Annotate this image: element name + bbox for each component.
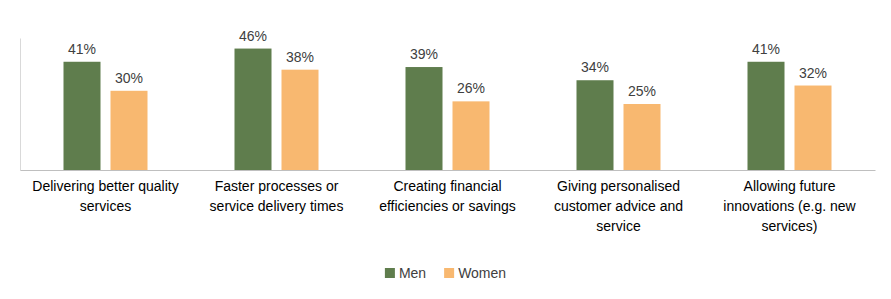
chart: 41% 46% 39% 34% 41% 30% 38% 26% 25% 32% Delivering… bbox=[0, 0, 891, 299]
bar bbox=[111, 91, 148, 170]
data-label: 41% bbox=[68, 41, 96, 57]
x-tick: Giving personalisedcustomer advice andse… bbox=[554, 170, 683, 234]
bar bbox=[795, 86, 832, 170]
bar bbox=[235, 49, 272, 170]
x-tick: Creating financialefficiencies or saving… bbox=[379, 170, 516, 214]
legend-item: Men bbox=[385, 265, 426, 281]
bar bbox=[406, 67, 443, 170]
x-tick-label: Allowing futureinnovations (e.g. newserv… bbox=[723, 178, 856, 234]
legend-item: Women bbox=[444, 265, 506, 281]
data-label: 38% bbox=[286, 49, 314, 65]
bar bbox=[748, 62, 785, 170]
x-axis-line bbox=[21, 170, 876, 171]
data-label: 46% bbox=[239, 28, 267, 44]
x-tick: Allowing futureinnovations (e.g. newserv… bbox=[723, 170, 856, 234]
bar bbox=[64, 62, 101, 170]
data-label: 32% bbox=[799, 65, 827, 81]
x-tick-label: Giving personalisedcustomer advice andse… bbox=[554, 178, 683, 234]
x-tick: Faster processes orservice delivery time… bbox=[210, 170, 344, 214]
data-label: 34% bbox=[581, 59, 609, 75]
plot: 41% 46% 39% 34% 41% 30% 38% 26% 25% 32% Delivering… bbox=[21, 28, 876, 234]
legend: Men Women bbox=[385, 265, 506, 281]
data-label: 39% bbox=[410, 46, 438, 62]
legend-swatch bbox=[444, 268, 454, 278]
data-label: 25% bbox=[628, 83, 656, 99]
bar bbox=[282, 70, 319, 170]
x-tick-label: Creating financialefficiencies or saving… bbox=[379, 178, 516, 214]
data-label: 26% bbox=[457, 80, 485, 96]
legend-swatch bbox=[385, 268, 395, 278]
data-label: 30% bbox=[115, 70, 143, 86]
y-axis bbox=[20, 39, 21, 171]
bar bbox=[453, 101, 490, 170]
legend-label: Men bbox=[399, 265, 426, 281]
data-labels: 41% 46% 39% 34% 41% 30% 38% 26% 25% 32% bbox=[68, 28, 827, 99]
bar bbox=[577, 80, 614, 170]
bars bbox=[64, 49, 832, 170]
x-tick-label: Faster processes orservice delivery time… bbox=[210, 178, 344, 214]
y-axis-line bbox=[20, 39, 21, 171]
data-label: 41% bbox=[752, 41, 780, 57]
x-tick-label: Delivering better qualityservices bbox=[32, 178, 178, 214]
legend-label: Women bbox=[458, 265, 506, 281]
x-axis: Delivering better qualityservices Faster … bbox=[21, 170, 876, 234]
x-tick: Delivering better qualityservices bbox=[32, 170, 178, 214]
bar bbox=[624, 104, 661, 170]
